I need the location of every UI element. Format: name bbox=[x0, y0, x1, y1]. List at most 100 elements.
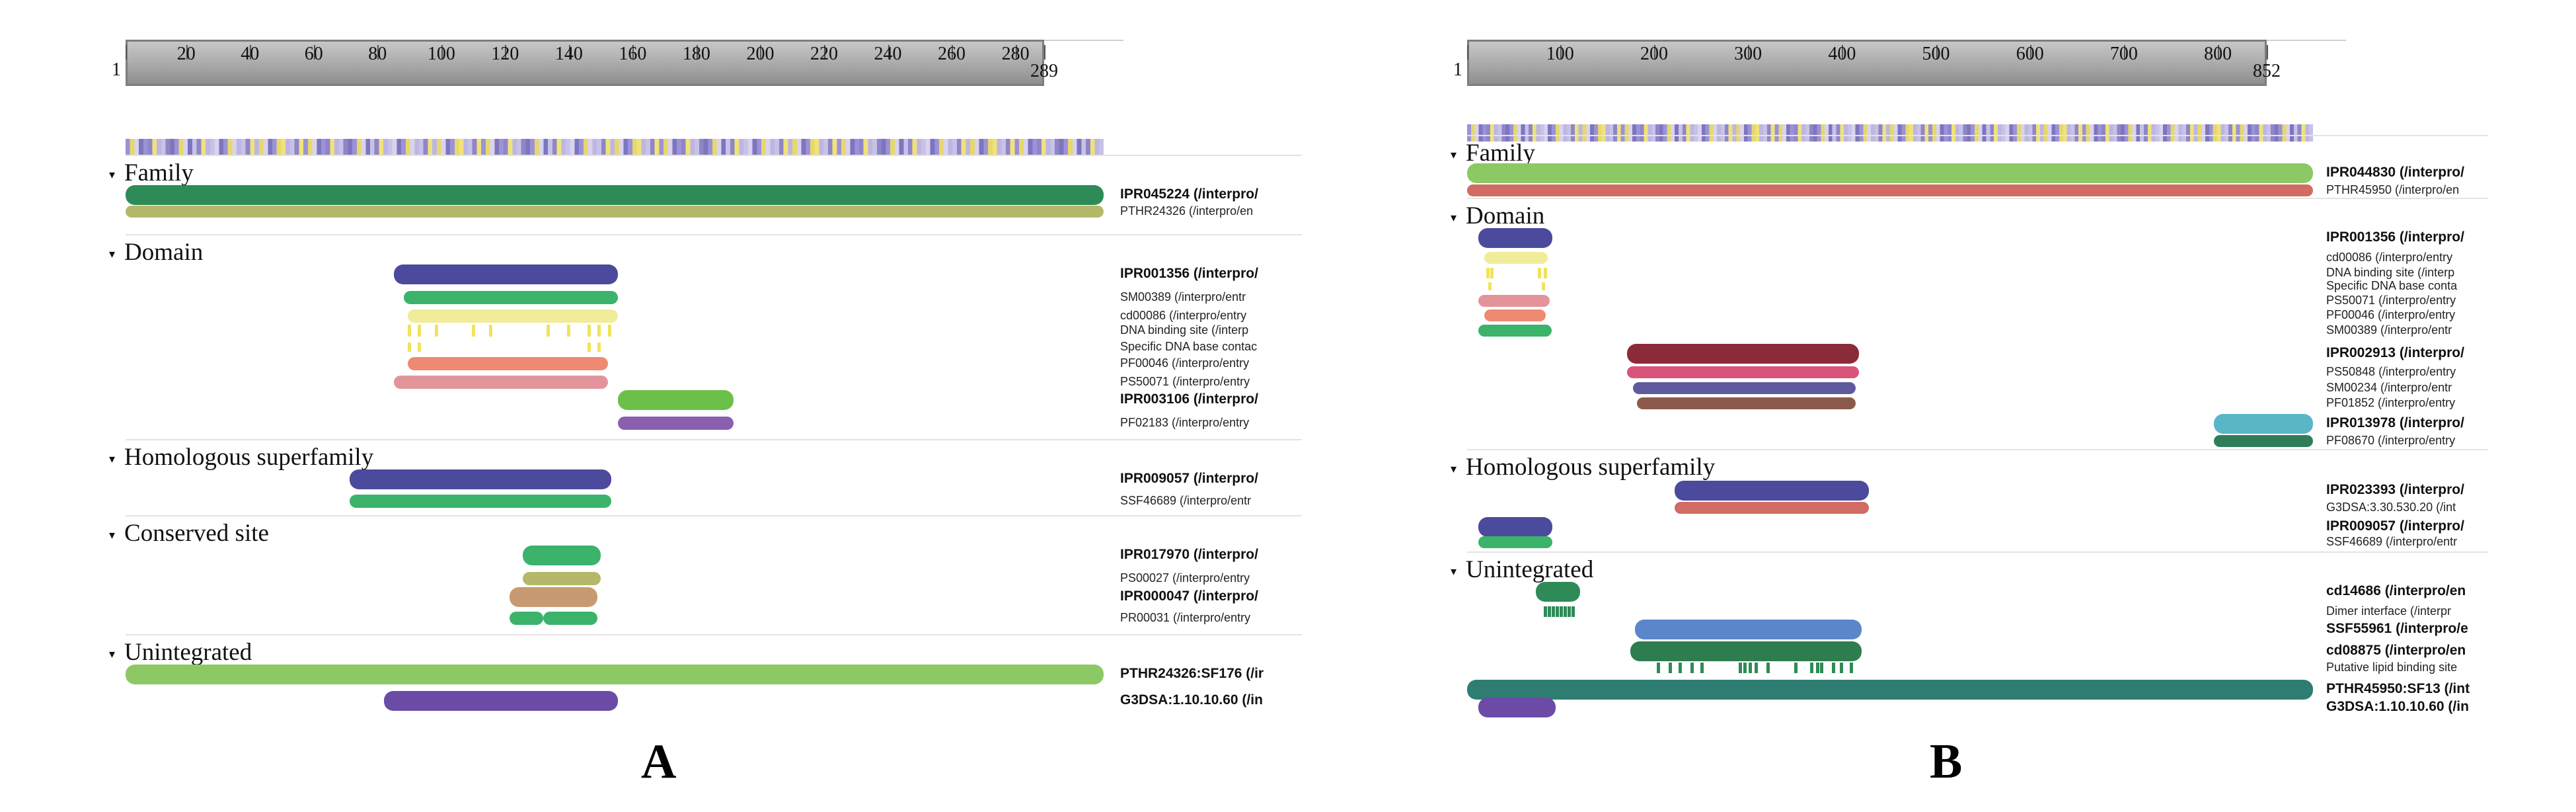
site-mark[interactable] bbox=[1754, 663, 1758, 673]
feature-bar[interactable] bbox=[509, 612, 544, 625]
feature-bar[interactable] bbox=[350, 469, 611, 489]
section-title[interactable]: ▾ Family bbox=[109, 159, 194, 187]
site-mark[interactable] bbox=[1679, 663, 1683, 673]
feature-bar[interactable] bbox=[1467, 680, 2313, 700]
feature-label[interactable]: IPR009057 (/interpro/ bbox=[2326, 518, 2464, 534]
feature-label[interactable]: IPR001356 (/interpro/ bbox=[2326, 229, 2464, 245]
feature-label[interactable]: SM00234 (/interpro/entr bbox=[2326, 381, 2452, 394]
feature-label[interactable]: IPR013978 (/interpro/ bbox=[2326, 415, 2464, 430]
feature-label[interactable]: Specific DNA base conta bbox=[2326, 279, 2458, 292]
site-mark[interactable] bbox=[1559, 606, 1563, 617]
site-mark[interactable] bbox=[472, 325, 476, 337]
site-mark[interactable] bbox=[1571, 606, 1575, 617]
site-mark[interactable] bbox=[1748, 663, 1752, 673]
feature-bar[interactable] bbox=[1478, 325, 1552, 337]
site-mark[interactable] bbox=[1490, 268, 1494, 278]
site-mark[interactable] bbox=[607, 325, 611, 337]
site-mark[interactable] bbox=[1850, 663, 1854, 673]
section-title[interactable]: ▾ Conserved site bbox=[109, 519, 269, 548]
feature-label[interactable]: PF02183 (/interpro/entry bbox=[1120, 416, 1250, 429]
site-mark[interactable] bbox=[417, 325, 421, 337]
feature-label[interactable]: PTHR45950:SF13 (/int bbox=[2326, 681, 2470, 696]
collapse-triangle-icon[interactable]: ▾ bbox=[1451, 148, 1457, 162]
section-title[interactable]: ▾ Unintegrated bbox=[109, 638, 252, 667]
feature-label[interactable]: cd14686 (/interpro/en bbox=[2326, 583, 2466, 598]
feature-label[interactable]: PF08670 (/interpro/entry bbox=[2326, 434, 2456, 447]
feature-bar[interactable] bbox=[393, 264, 619, 284]
feature-label[interactable]: G3DSA:1.10.10.60 (/in bbox=[2326, 699, 2469, 714]
feature-label[interactable]: IPR017970 (/interpro/ bbox=[1120, 547, 1258, 562]
site-mark[interactable] bbox=[587, 325, 591, 337]
site-mark[interactable] bbox=[1738, 663, 1742, 673]
site-mark[interactable] bbox=[1543, 606, 1547, 617]
site-mark[interactable] bbox=[1541, 282, 1545, 290]
site-mark[interactable] bbox=[1543, 268, 1547, 278]
feature-bar[interactable] bbox=[126, 665, 1104, 684]
feature-bar[interactable] bbox=[523, 572, 601, 585]
feature-label[interactable]: cd08875 (/interpro/en bbox=[2326, 643, 2466, 658]
section-title[interactable]: ▾ Unintegrated bbox=[1451, 555, 1593, 584]
feature-bar[interactable] bbox=[618, 390, 734, 410]
collapse-triangle-icon[interactable]: ▾ bbox=[1451, 211, 1457, 225]
site-mark[interactable] bbox=[567, 325, 571, 337]
site-mark[interactable] bbox=[434, 325, 438, 337]
feature-bar[interactable] bbox=[618, 417, 734, 430]
feature-label[interactable]: PS50848 (/interpro/entry bbox=[2326, 365, 2456, 378]
section-title[interactable]: ▾ Homologous superfamily bbox=[109, 443, 373, 471]
feature-bar[interactable] bbox=[1478, 228, 1553, 248]
site-mark[interactable] bbox=[1840, 663, 1844, 673]
feature-label[interactable]: SSF46689 (/interpro/entr bbox=[2326, 535, 2458, 548]
feature-label[interactable]: PF00046 (/interpro/entry bbox=[2326, 308, 2456, 321]
feature-bar[interactable] bbox=[523, 546, 601, 565]
site-mark[interactable] bbox=[1815, 663, 1819, 673]
feature-label[interactable]: DNA binding site (/interp bbox=[1120, 323, 1249, 337]
site-mark[interactable] bbox=[1743, 663, 1747, 673]
feature-label[interactable]: IPR001356 (/interpro/ bbox=[1120, 266, 1258, 281]
site-mark[interactable] bbox=[488, 325, 492, 337]
feature-bar[interactable] bbox=[1535, 582, 1581, 602]
feature-bar[interactable] bbox=[1627, 344, 1859, 364]
section-title[interactable]: ▾ Family bbox=[1451, 139, 1535, 167]
feature-bar[interactable] bbox=[1627, 366, 1859, 378]
section-title[interactable]: ▾ Domain bbox=[109, 238, 203, 266]
feature-bar[interactable] bbox=[393, 376, 608, 389]
feature-bar[interactable] bbox=[543, 612, 598, 625]
feature-bar[interactable] bbox=[509, 587, 598, 607]
collapse-triangle-icon[interactable]: ▾ bbox=[1451, 565, 1457, 579]
site-mark[interactable] bbox=[1766, 663, 1770, 673]
feature-bar[interactable] bbox=[1467, 184, 2313, 196]
site-mark[interactable] bbox=[1690, 663, 1694, 673]
site-mark[interactable] bbox=[1832, 663, 1835, 673]
feature-bar[interactable] bbox=[1635, 620, 1862, 639]
feature-label[interactable]: PF01852 (/interpro/entry bbox=[2326, 396, 2456, 409]
site-mark[interactable] bbox=[1547, 606, 1551, 617]
site-mark[interactable] bbox=[407, 325, 411, 337]
site-mark[interactable] bbox=[1567, 606, 1571, 617]
feature-bar[interactable] bbox=[350, 495, 611, 508]
collapse-triangle-icon[interactable]: ▾ bbox=[109, 247, 116, 261]
feature-bar[interactable] bbox=[1675, 502, 1869, 514]
site-mark[interactable] bbox=[1809, 663, 1813, 673]
feature-bar[interactable] bbox=[1633, 382, 1856, 394]
feature-label[interactable]: PS50071 (/interpro/entry bbox=[2326, 294, 2456, 307]
feature-bar[interactable] bbox=[126, 185, 1104, 205]
collapse-triangle-icon[interactable]: ▾ bbox=[109, 452, 116, 466]
collapse-triangle-icon[interactable]: ▾ bbox=[1451, 462, 1457, 476]
feature-bar[interactable] bbox=[2213, 435, 2313, 447]
collapse-triangle-icon[interactable]: ▾ bbox=[109, 647, 116, 661]
site-mark[interactable] bbox=[1486, 268, 1490, 278]
feature-label[interactable]: PS50071 (/interpro/entry bbox=[1120, 375, 1250, 388]
feature-bar[interactable] bbox=[2213, 414, 2313, 434]
feature-label[interactable]: PTHR24326:SF176 (/ir bbox=[1120, 666, 1264, 681]
feature-label[interactable]: IPR023393 (/interpro/ bbox=[2326, 482, 2464, 497]
feature-bar[interactable] bbox=[1467, 163, 2313, 183]
feature-label[interactable]: G3DSA:1.10.10.60 (/in bbox=[1120, 692, 1263, 708]
feature-label[interactable]: Putative lipid binding site bbox=[2326, 661, 2458, 674]
feature-label[interactable]: PF00046 (/interpro/entry bbox=[1120, 356, 1250, 370]
feature-label[interactable]: SM00389 (/interpro/entr bbox=[1120, 290, 1246, 304]
feature-label[interactable]: Specific DNA base contac bbox=[1120, 340, 1258, 353]
section-title[interactable]: ▾ Homologous superfamily bbox=[1451, 453, 1715, 481]
site-mark[interactable] bbox=[407, 343, 411, 352]
feature-bar[interactable] bbox=[1484, 309, 1546, 321]
feature-label[interactable]: SM00389 (/interpro/entr bbox=[2326, 323, 2452, 337]
